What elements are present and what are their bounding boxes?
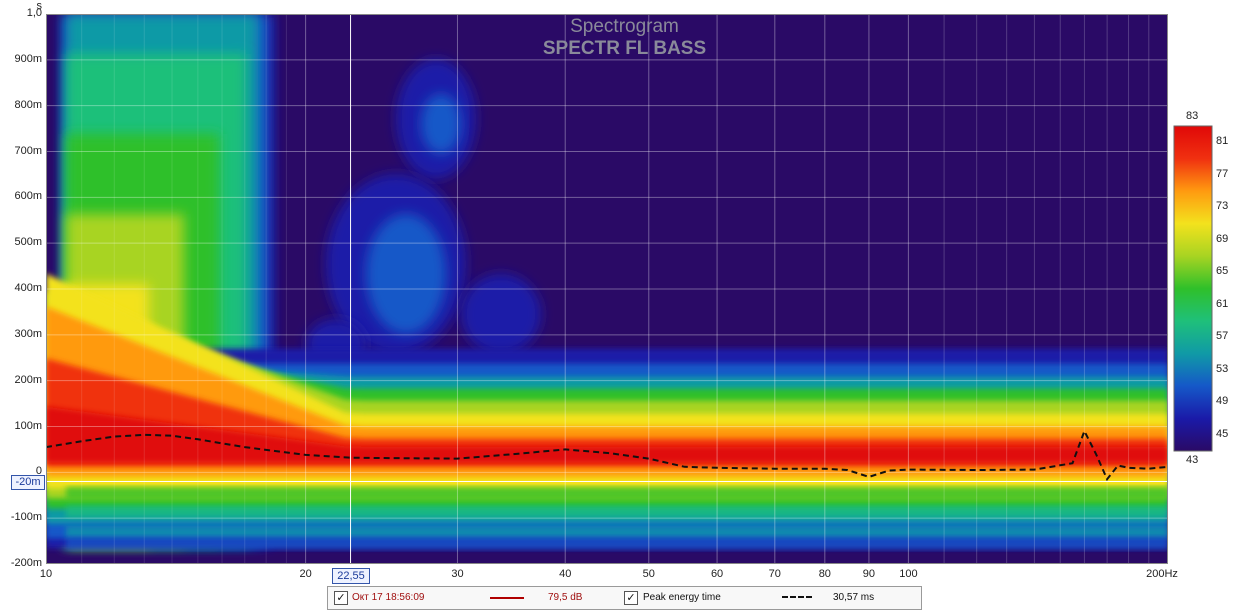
energy-band-8 (46, 406, 1168, 463)
colorbar-tick-label: 81 (1216, 135, 1229, 148)
spectrogram-svg (46, 14, 1168, 564)
y-tick-label: 900m (14, 52, 42, 65)
colorbar-tick-label: 73 (1216, 200, 1229, 213)
colorbar-tick-label: 57 (1216, 330, 1229, 343)
blob-2 (461, 274, 541, 354)
y-tick-label: 700m (14, 144, 42, 157)
x-tick-label: 70 (768, 568, 781, 580)
colorbar (1173, 125, 1213, 452)
checkbox-spectrogram[interactable]: ✓ (334, 591, 348, 605)
y-tick-label: 300m (14, 327, 42, 340)
x-tick-label: 100 (899, 568, 918, 580)
checkbox-peak-energy[interactable]: ✓ (624, 591, 638, 605)
colorbar-tick-label: 83 (1186, 110, 1199, 122)
y-tick-label: 600m (14, 190, 42, 203)
cursor-x-readout[interactable]: 22,55 (332, 568, 370, 584)
y-tick-label: 1,0 (26, 7, 42, 19)
colorbar-tick-label: 53 (1216, 362, 1229, 375)
plot-border (46, 14, 1168, 564)
spectrogram-plot[interactable] (46, 14, 1168, 564)
legend-panel: ✓ Окт 17 18:56:09 79,5 dB ✓ Peak energy … (327, 586, 922, 610)
colorbar-tick-label: 69 (1216, 232, 1229, 245)
x-tick-label: 60 (710, 568, 724, 580)
y-tick-label: 800m (14, 98, 42, 111)
x-tick-label: 90 (862, 568, 876, 580)
y-tick-label: 500m (14, 236, 42, 249)
legend-series-label: Peak energy time (643, 592, 721, 603)
x-tick-label: 80 (818, 568, 831, 580)
colorbar-tick-label: 77 (1216, 167, 1229, 180)
colorbar-tick-label: 61 (1216, 297, 1229, 310)
lower-stripe-0 (66, 486, 1168, 499)
y-tick-label: 0 (35, 465, 42, 478)
colorbar-tick-label: 65 (1216, 265, 1229, 278)
legend-value-db: 79,5 dB (548, 592, 583, 603)
x-tick-label: 50 (642, 568, 655, 580)
lower-stripe-1 (66, 505, 1168, 518)
y-tick-label: 100m (14, 419, 42, 432)
y-tick-label: 200m (14, 373, 42, 386)
x-tick-label: 20 (299, 568, 312, 580)
y-unit-label: s (36, 0, 43, 12)
colorbar-tick-label: 43 (1186, 454, 1199, 466)
x-tick-label: 10 (39, 568, 53, 580)
cursor-y-readout[interactable]: -20m (11, 475, 45, 490)
blob-inner-0 (366, 214, 446, 334)
legend-line-dashed (782, 596, 812, 598)
energy-band-7 (46, 358, 1168, 467)
y-tick-label: -200m (10, 557, 42, 569)
legend-date: Окт 17 18:56:09 (352, 592, 425, 603)
x-tick-label: 30 (451, 568, 464, 580)
y-tick-label: 400m (14, 282, 42, 294)
lower-stripe-3 (66, 537, 1168, 550)
colorbar-gradient (1173, 125, 1213, 452)
y-tick-label: -100m (10, 511, 42, 524)
peak-energy-time-line (46, 428, 1168, 482)
colorbar-tick-label: 45 (1216, 427, 1229, 440)
colorbar-tick-label: 49 (1216, 395, 1229, 408)
x-tick-label: 40 (559, 568, 572, 580)
legend-value-ms: 30,57 ms (833, 592, 875, 603)
legend-line-solid (490, 597, 524, 599)
x-tick-label: 200Hz (1146, 568, 1178, 580)
lower-stripe-2 (66, 525, 1168, 538)
blob-inner-1 (421, 94, 461, 154)
